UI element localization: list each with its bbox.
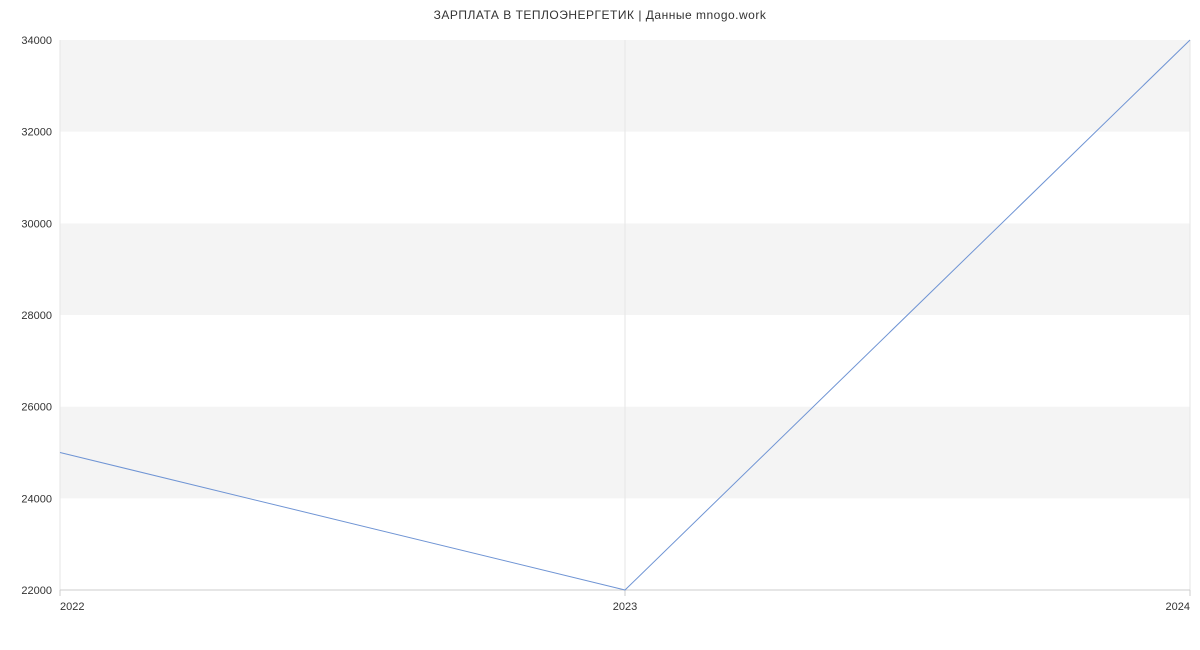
y-tick-label: 24000 xyxy=(21,493,52,505)
y-tick-label: 26000 xyxy=(21,402,52,414)
chart-svg: 22000 24000 26000 28000 30000 32000 34000 2022 2… xyxy=(0,0,1200,650)
y-tick-label: 32000 xyxy=(21,127,52,139)
salary-line-chart: ЗАРПЛАТА В ТЕПЛОЭНЕРГЕТИК | Данные mnogo… xyxy=(0,0,1200,650)
y-tick-label: 28000 xyxy=(21,310,52,322)
y-tick-label: 34000 xyxy=(21,35,52,47)
x-tick-label: 2024 xyxy=(1166,601,1190,613)
y-tick-label: 30000 xyxy=(21,218,52,230)
x-tick-label: 2022 xyxy=(60,601,84,613)
y-tick-label: 22000 xyxy=(21,585,52,597)
x-tick-label: 2023 xyxy=(613,601,637,613)
